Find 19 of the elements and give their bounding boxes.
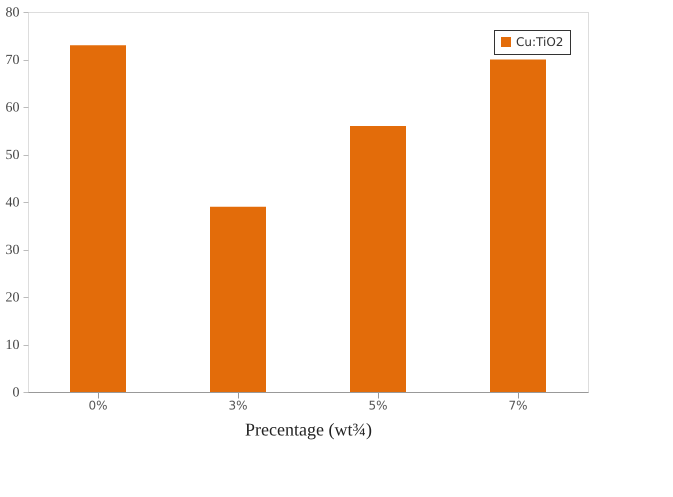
y-tick-label: 10 xyxy=(6,338,20,353)
bar xyxy=(350,126,406,392)
y-tick-label: 40 xyxy=(6,196,20,210)
x-tick-label: 0% xyxy=(88,398,108,412)
bar xyxy=(210,206,266,392)
bar xyxy=(490,60,546,392)
y-tick-label: 20 xyxy=(6,290,20,306)
x-tick-label: 7% xyxy=(508,398,528,412)
bar xyxy=(70,45,126,392)
x-tick-label: 5% xyxy=(368,398,388,412)
legend-label: Cu:TiO2 xyxy=(516,35,564,49)
y-tick-label: 30 xyxy=(6,243,20,258)
y-tick-label: 50 xyxy=(6,148,20,163)
y-tick-label: 80 xyxy=(6,6,20,20)
y-tick-label: 70 xyxy=(6,53,20,68)
x-tick-label: 3% xyxy=(228,398,248,412)
y-tick-label: 0 xyxy=(12,386,20,400)
y-tick-label: 60 xyxy=(6,100,20,116)
x-axis-title: Precentage (wt¾) xyxy=(245,420,372,440)
